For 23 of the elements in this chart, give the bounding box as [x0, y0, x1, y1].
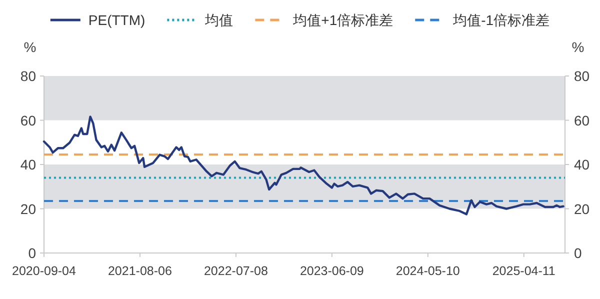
y2-tick-label: 0: [574, 245, 582, 261]
x-tick-label: 2021-08-06: [108, 264, 172, 278]
legend-label: 均值-1倍标准差: [452, 12, 550, 28]
x-tick-label: 2025-04-11: [492, 264, 556, 278]
legend-label: PE(TTM): [88, 12, 146, 28]
y2-tick-label: 60: [574, 112, 590, 128]
y-tick-label: 0: [28, 245, 36, 261]
y2-tick-label: 80: [574, 68, 590, 84]
y-tick-label: 20: [20, 200, 36, 217]
line-series: [42, 116, 564, 216]
y-axis-title: %: [24, 39, 36, 55]
y2-axis-title: %: [572, 39, 584, 55]
y2-tick-label: 20: [574, 200, 590, 217]
x-tick-label: 2020-09-04: [12, 264, 76, 278]
y-tick-label: 80: [20, 68, 36, 84]
legend-label: 均值+1倍标准差: [292, 12, 394, 28]
y2-tick-label: 40: [574, 156, 590, 172]
x-tick-label: 2022-07-08: [204, 264, 268, 278]
y-tick-label: 60: [20, 112, 36, 128]
y-tick-label: 40: [20, 156, 36, 172]
x-tick-label: 2023-06-09: [300, 264, 364, 278]
x-tick-label: 2024-05-10: [396, 264, 460, 278]
legend-label: 均值: [204, 12, 234, 28]
